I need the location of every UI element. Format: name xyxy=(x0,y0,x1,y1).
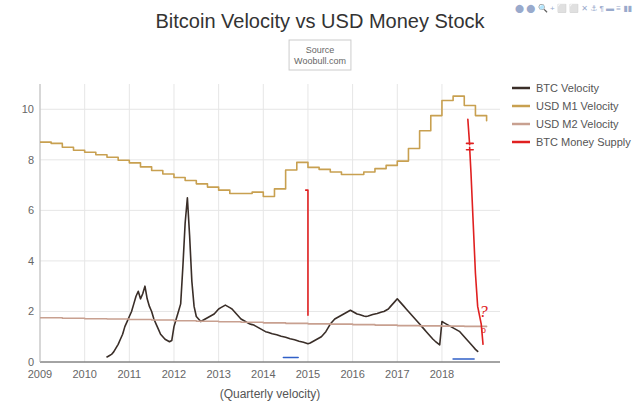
x-grid-line xyxy=(397,84,398,362)
y-tick-label: 2 xyxy=(28,305,34,317)
legend-item: USD M2 Velocity xyxy=(512,118,619,130)
legend-item: USD M1 Velocity xyxy=(512,100,619,112)
legend-item: BTC Money Supply xyxy=(512,136,631,148)
y-grid-line xyxy=(40,109,500,110)
y-grid-line xyxy=(40,362,500,363)
chart: 0 2 4 6 8 10 2009 2010 2011 2012 2013 2014 2015 2016 2… xyxy=(0,0,640,411)
legend-swatch xyxy=(512,105,530,108)
ticks: 0 2 4 6 8 10 2009 2010 2011 2012 2013 2014 2015 2016 2… xyxy=(22,103,454,380)
y-axis-line xyxy=(40,84,41,362)
grid xyxy=(40,84,500,362)
legend-swatch xyxy=(512,141,530,144)
series-line xyxy=(283,357,474,359)
x-tick-label: 2010 xyxy=(72,368,96,380)
subtitle: SourceWoobull.com xyxy=(294,45,346,66)
y-grid-line xyxy=(40,311,500,312)
x-tick-label: 2014 xyxy=(251,368,275,380)
x-tick-label: 2015 xyxy=(296,368,320,380)
annotation: o xyxy=(481,324,486,335)
x-tick-label: 2016 xyxy=(340,368,364,380)
x-grid-line xyxy=(352,84,353,362)
x-axis-label: (Quarterly velocity) xyxy=(220,387,321,401)
legend-swatch xyxy=(512,87,530,90)
x-grid-line xyxy=(84,84,85,362)
x-tick-label: 2011 xyxy=(117,368,141,380)
y-grid-line xyxy=(40,159,500,160)
legend-label: BTC Velocity xyxy=(536,82,599,94)
x-tick-label: 2012 xyxy=(162,368,186,380)
x-grid-line xyxy=(441,84,442,362)
y-grid-line xyxy=(40,210,500,211)
x-tick-label: 2013 xyxy=(206,368,230,380)
series-line xyxy=(306,119,483,344)
x-grid-line xyxy=(263,84,264,362)
series-line xyxy=(40,318,487,327)
series-group xyxy=(40,96,487,359)
y-tick-label: 8 xyxy=(28,154,34,166)
legend-label: USD M1 Velocity xyxy=(536,100,619,112)
legend-label: BTC Money Supply xyxy=(536,136,631,148)
x-tick-label: 2009 xyxy=(28,368,52,380)
y-tick-label: 4 xyxy=(28,255,34,267)
x-grid-line xyxy=(40,84,41,362)
legend: BTC Velocity USD M1 Velocity USD M2 Veloci… xyxy=(512,82,631,148)
legend-item: BTC Velocity xyxy=(512,82,599,94)
x-axis-line xyxy=(40,362,500,363)
y-tick-label: 10 xyxy=(22,103,34,115)
y-tick-label: 0 xyxy=(28,356,34,368)
legend-label: USD M2 Velocity xyxy=(536,118,619,130)
y-tick-label: 6 xyxy=(28,204,34,216)
title: Bitcoin Velocity vs USD Money Stock xyxy=(155,10,485,32)
annotation: ⬤ ⬤ 🔍 + ⬜ ⬜ ✕ ⚓ ¶ ▬ ≡ ▮▮ xyxy=(515,3,632,13)
x-tick-label: 2017 xyxy=(385,368,409,380)
y-grid-line xyxy=(40,260,500,261)
series-line xyxy=(107,198,478,357)
x-grid-line xyxy=(218,84,219,362)
x-tick-label: 2018 xyxy=(430,368,454,380)
subtitle-box xyxy=(289,40,351,70)
annotation: ? xyxy=(479,302,488,321)
legend-swatch xyxy=(512,123,530,126)
series-line xyxy=(40,96,487,196)
